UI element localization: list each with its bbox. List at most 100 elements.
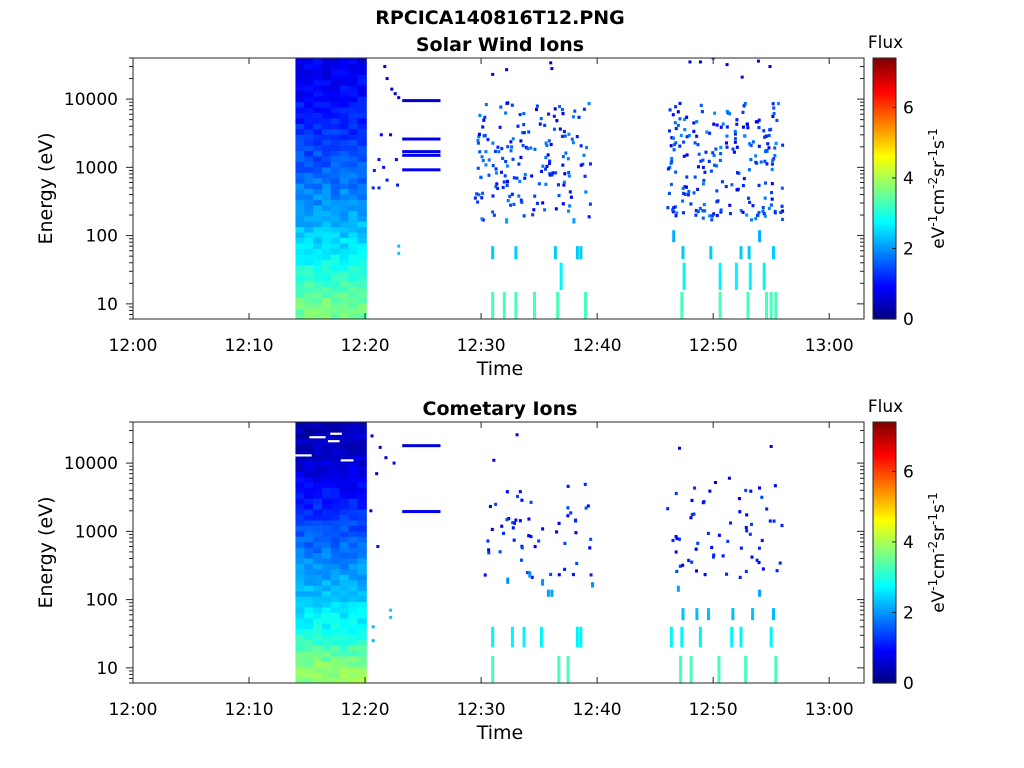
- data-point: [771, 114, 775, 119]
- dense-block-cell: [339, 68, 350, 75]
- data-point: [482, 118, 486, 122]
- data-point: [545, 143, 549, 148]
- data-point: [585, 146, 589, 150]
- dense-block-cell: [348, 596, 358, 603]
- dense-block-cell: [313, 563, 323, 570]
- dense-block-cell: [313, 552, 323, 559]
- dense-block-cell: [348, 193, 358, 200]
- dense-block-cell: [339, 503, 350, 510]
- dense-block-cell: [330, 313, 341, 319]
- dense-block-cell: [321, 286, 332, 293]
- colorbar-segment: [873, 455, 896, 460]
- data-point: [495, 182, 499, 186]
- dense-block-cell: [304, 481, 314, 488]
- dense-block-cell: [330, 503, 341, 510]
- colorbar-segment: [873, 112, 896, 117]
- dense-block-cell: [304, 612, 314, 619]
- data-point: [476, 166, 480, 170]
- dense-block-cell: [313, 623, 323, 630]
- low-energy-bar: [762, 262, 766, 290]
- dense-block-cell: [330, 215, 341, 222]
- data-point: [490, 527, 494, 532]
- dense-block-cell: [330, 172, 341, 179]
- low-energy-bar: [681, 246, 685, 260]
- data-point: [739, 546, 743, 550]
- dense-block-cell: [330, 139, 341, 146]
- data-point: [689, 202, 693, 206]
- data-point: [678, 564, 682, 568]
- data-point: [477, 193, 481, 197]
- colorbar-segment: [873, 429, 896, 434]
- data-point: [491, 72, 495, 76]
- dense-block-cell: [339, 579, 350, 586]
- low-energy-bar: [717, 655, 721, 683]
- dense-block-cell: [348, 150, 358, 157]
- data-point: [533, 194, 537, 198]
- dense-block-cell: [357, 655, 367, 662]
- dense-block-cell: [313, 519, 323, 526]
- data-point: [710, 545, 714, 550]
- dense-block-cell: [295, 661, 305, 668]
- dense-block-cell: [348, 492, 358, 499]
- dense-block-cell: [304, 454, 314, 461]
- data-point: [567, 209, 571, 213]
- colorbar-segment: [873, 191, 896, 195]
- colorbar-segment: [873, 63, 896, 67]
- data-point: [512, 176, 516, 180]
- data-point: [748, 142, 752, 146]
- dense-block-cell: [304, 525, 314, 532]
- dense-block-cell: [295, 248, 305, 255]
- data-point: [505, 68, 509, 72]
- data-point: [690, 512, 694, 517]
- colorbar-segment: [873, 474, 896, 478]
- dense-block-cell: [295, 232, 305, 239]
- dense-block-cell: [321, 503, 332, 510]
- data-point: [701, 165, 705, 170]
- dense-block-cell: [313, 449, 323, 456]
- dense-block-cell: [330, 123, 341, 130]
- dense-block-cell: [330, 454, 341, 461]
- dense-block-cell: [330, 536, 341, 543]
- dense-block-cell: [304, 302, 314, 309]
- dense-block-cell: [348, 644, 358, 651]
- data-point: [566, 514, 570, 518]
- dense-block-cell: [339, 672, 350, 679]
- dense-block-cell: [339, 519, 350, 526]
- data-point: [760, 538, 764, 543]
- data-point: [719, 208, 723, 212]
- dense-block-cell: [330, 672, 341, 679]
- data-point: [371, 625, 375, 629]
- data-point: [473, 196, 477, 200]
- data-point: [671, 208, 675, 212]
- data-point: [543, 123, 547, 127]
- data-point: [537, 539, 541, 543]
- x-tick-label: 12:50: [689, 336, 738, 356]
- data-point: [780, 186, 784, 190]
- colorbar-segment: [873, 453, 896, 457]
- data-point: [496, 186, 500, 191]
- dense-block-cell: [348, 530, 358, 537]
- data-point: [491, 210, 495, 214]
- colorbar-segment: [873, 437, 896, 441]
- data-point: [681, 563, 685, 567]
- dense-block-cell: [313, 297, 323, 304]
- dense-block-cell: [339, 139, 350, 146]
- data-point: [681, 199, 685, 203]
- data-point: [494, 171, 498, 175]
- colorbar-segment: [873, 573, 896, 577]
- dense-block-cell: [321, 525, 332, 532]
- dense-block-cell: [295, 470, 305, 477]
- dense-block-cell: [313, 606, 323, 613]
- dense-block-cell: [330, 74, 341, 81]
- data-point: [672, 143, 676, 147]
- dense-block-cell: [330, 210, 341, 217]
- dense-block-cell: [295, 177, 305, 184]
- dense-block-cell: [321, 264, 332, 271]
- data-point: [562, 183, 566, 187]
- data-point: [670, 160, 674, 164]
- colorbar-segment: [873, 628, 896, 632]
- data-point: [763, 196, 767, 200]
- dense-block-cell: [313, 221, 323, 228]
- dense-block-cell: [357, 422, 367, 429]
